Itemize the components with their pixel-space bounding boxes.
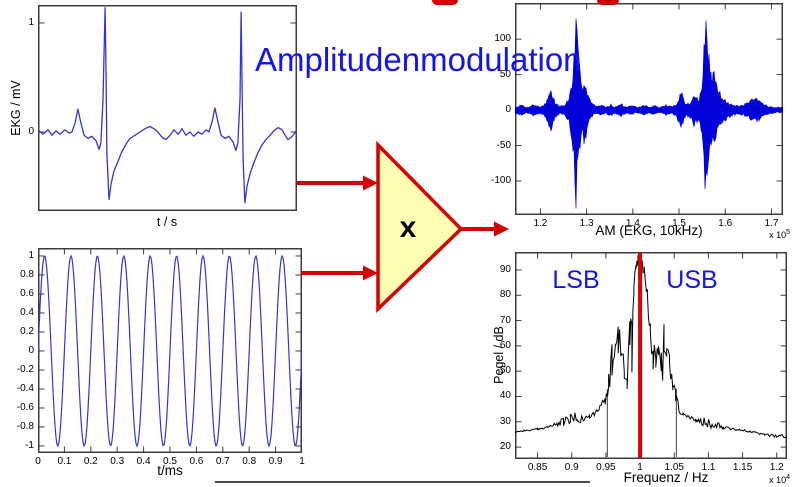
spectrum-x-tick-label: 0.95 — [596, 462, 616, 473]
carrier-trace — [38, 254, 302, 448]
carrier-y-tick-label: -1 — [25, 439, 34, 451]
am-signal — [515, 18, 783, 209]
am-x-scale-exponent: x 105 — [752, 229, 790, 240]
spectrum-x-tick-label: 1.2 — [769, 462, 784, 473]
lsb-annotation: LSB — [552, 266, 600, 294]
carrier-x-tick-label: 0.7 — [215, 456, 230, 467]
am-x-tick-label: 1.6 — [718, 218, 733, 229]
spectrum-exp-power: 4 — [786, 474, 790, 481]
carrier-x-tick-label: 0.6 — [189, 456, 204, 467]
footer-rule — [215, 481, 590, 483]
spectrum-plot — [515, 252, 787, 459]
am-y-tick-label: 100 — [494, 33, 511, 45]
spectrum-x-tick-label: 0.85 — [527, 462, 548, 473]
spectrum-x-scale-exponent: x 104 — [752, 474, 790, 485]
spectrum-y-tick-label: 40 — [499, 390, 511, 402]
ekg-x-axis-label: t / s — [156, 215, 178, 229]
cropped-red-text-fragment-left — [432, 0, 458, 5]
spectrum-y-tick-label: 90 — [499, 263, 511, 275]
carrier-plot — [38, 248, 302, 453]
carrier-y-tick-label: -0.6 — [16, 401, 34, 413]
cropped-red-text-fragment-right — [597, 0, 619, 5]
spectrum-x-tick-label: 1.15 — [732, 462, 753, 473]
am-y-tick-label: -50 — [496, 139, 511, 151]
ekg-plot — [38, 5, 297, 211]
spectrum-x-tick-label: 0.9 — [564, 462, 579, 473]
carrier-y-tick-label: 0.2 — [20, 325, 34, 337]
spectrum-y-tick-label: 30 — [499, 415, 511, 427]
multiplier-symbol: x — [399, 211, 417, 244]
carrier-x-tick-label: 0.3 — [110, 456, 125, 467]
slide-title: Amplitudenmodulation — [255, 41, 582, 78]
am-x-tick-label: 1.2 — [533, 218, 548, 229]
carrier-y-tick-label: -0.4 — [16, 382, 34, 394]
am-plot — [515, 3, 783, 215]
carrier-x-tick-label: 0.1 — [57, 456, 72, 467]
spectrum-x-tick-label: 1 — [637, 462, 643, 473]
am-y-tick-label: 0 — [505, 104, 511, 116]
carrier-x-axis-label: t/ms — [157, 463, 183, 478]
spectrum-y-tick-label: 50 — [499, 365, 511, 377]
arrow-carrier-to-multiplier-head — [363, 265, 378, 281]
carrier-y-tick-label: 1 — [28, 249, 34, 261]
spectrum-x-tick-label: 1.05 — [664, 462, 684, 473]
am-x-tick-label: 1.4 — [625, 218, 640, 229]
am-x-tick-label: 1.7 — [764, 218, 779, 229]
arrow-ekg-to-multiplier-head — [363, 175, 378, 191]
arrow-multiplier-to-am-head — [494, 221, 509, 237]
spectrum-y-tick-label: 70 — [499, 314, 511, 326]
carrier-x-tick-label: 0.8 — [242, 456, 257, 467]
ekg-y-tick-label: 0 — [28, 125, 34, 137]
spectrum-y-tick-label: 20 — [499, 441, 511, 453]
carrier-x-tick-label: 0.4 — [136, 456, 151, 467]
carrier-y-tick-label: -0.8 — [16, 420, 34, 432]
spectrum-trace — [515, 253, 787, 439]
am-exp-prefix: x 10 — [769, 230, 787, 240]
spectrum-x-axis-label: Frequenz / Hz — [623, 470, 709, 485]
carrier-y-tick-label: 0.6 — [20, 287, 34, 299]
am-x-tick-label: 1.5 — [672, 218, 686, 229]
spectrum-y-tick-label: 80 — [499, 289, 511, 301]
carrier-x-tick-label: 0.9 — [268, 456, 283, 467]
usb-annotation: USB — [666, 266, 718, 294]
carrier-y-tick-label: 0 — [28, 344, 34, 356]
ekg-y-tick-label: 1 — [28, 16, 34, 28]
spectrum-y-tick-label: 60 — [499, 339, 511, 351]
carrier-x-tick-label: 0.2 — [83, 456, 98, 467]
carrier-y-tick-label: -0.2 — [16, 363, 34, 375]
carrier-frequency-marker — [638, 253, 643, 458]
carrier-y-tick-label: 0.4 — [20, 306, 34, 318]
am-x-axis-label: AM (EKG, 10kHz) — [595, 223, 703, 238]
carrier-y-tick-label: 0.8 — [20, 268, 34, 280]
spectrum-exp-prefix: x 10 — [769, 475, 787, 485]
multiplier-triangle — [376, 140, 464, 314]
am-y-tick-label: 50 — [499, 68, 511, 80]
carrier-x-tick-label: 1 — [299, 456, 305, 467]
carrier-x-tick-label: 0.5 — [163, 456, 177, 467]
am-x-tick-label: 1.3 — [579, 218, 594, 229]
am-exp-power: 5 — [786, 229, 790, 236]
am-y-tick-label: -100 — [490, 174, 511, 186]
spectrum-x-tick-label: 1.1 — [701, 462, 716, 473]
ekg-trace — [38, 7, 297, 204]
carrier-x-tick-label: 0 — [35, 456, 41, 467]
